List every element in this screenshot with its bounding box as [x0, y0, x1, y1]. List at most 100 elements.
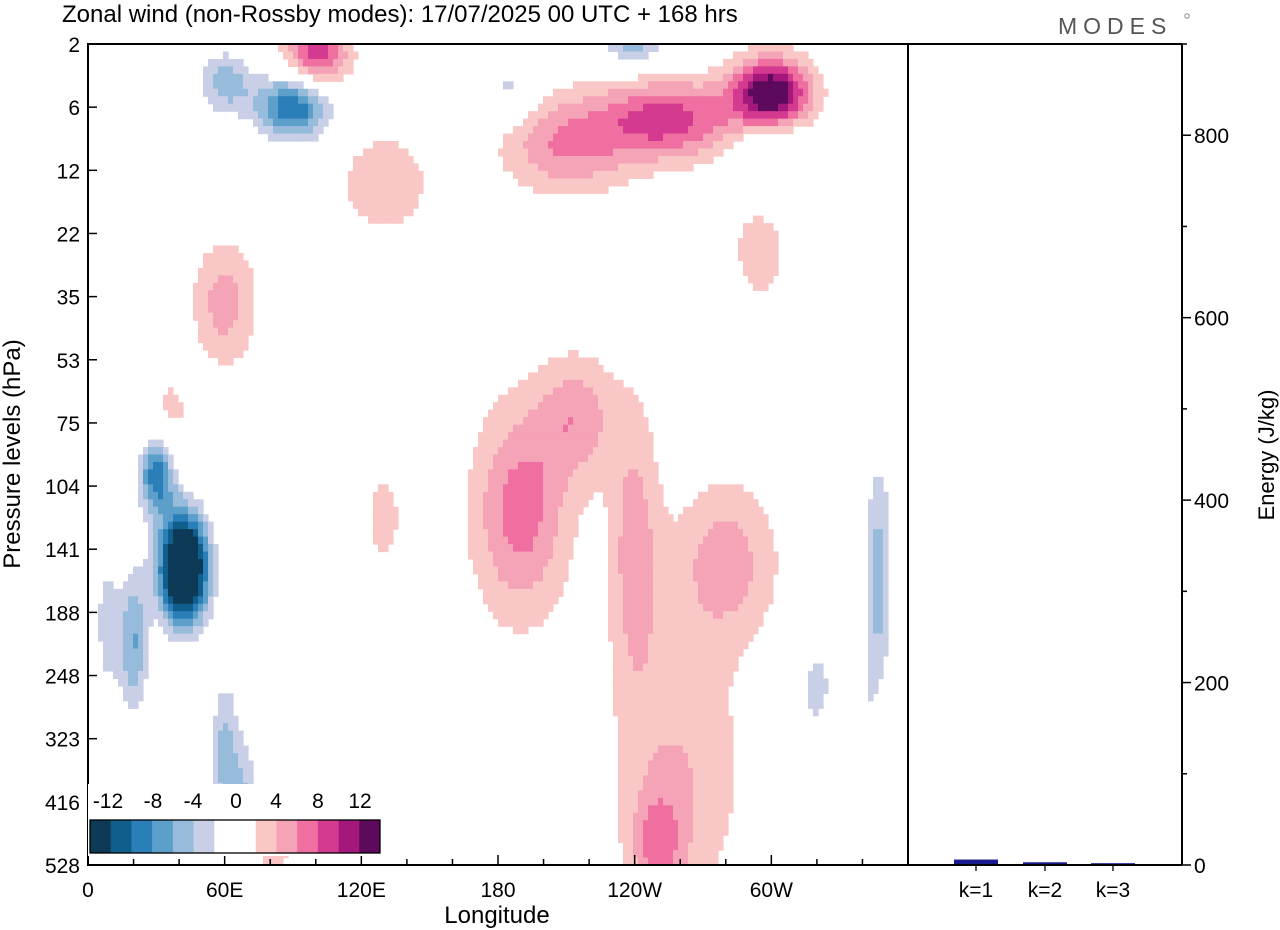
field-cell [633, 51, 639, 60]
field-cell [758, 51, 764, 60]
field-cell [873, 581, 879, 590]
field-cell [758, 611, 764, 620]
field-cell [518, 461, 524, 471]
field-cell [568, 163, 574, 172]
field-cell [778, 118, 784, 127]
field-cell [808, 693, 814, 702]
field-cell [703, 536, 709, 545]
field-cell [193, 521, 199, 530]
field-cell [143, 670, 149, 680]
field-cell [598, 461, 604, 471]
field-cell [693, 141, 699, 150]
field-cell [133, 566, 139, 575]
field-cell [723, 573, 729, 582]
field-cell [373, 521, 379, 530]
field-cell [578, 454, 584, 463]
field-cell [623, 738, 629, 747]
field-cell [518, 566, 524, 575]
field-cell [693, 536, 699, 545]
field-cell [623, 685, 629, 694]
field-cell [538, 544, 544, 553]
field-cell [623, 409, 629, 418]
field-cell [708, 573, 714, 582]
field-cell [643, 126, 649, 135]
field-cell [748, 230, 754, 239]
field-cell [683, 155, 689, 165]
field-cell [873, 573, 879, 582]
field-cell [728, 529, 734, 538]
field-cell [628, 842, 634, 851]
field-cell [303, 126, 309, 135]
field-cell [218, 738, 224, 747]
field-cell [683, 641, 689, 650]
field-cell [793, 81, 799, 90]
field-cell [608, 394, 614, 403]
field-cell [648, 805, 654, 814]
field-cell [683, 573, 689, 582]
field-cell [588, 461, 594, 471]
field-cell [748, 626, 754, 635]
field-cell [678, 670, 684, 680]
field-cell [668, 514, 674, 523]
field-cell [688, 648, 694, 657]
field-cell [233, 327, 239, 336]
field-cell [683, 126, 689, 135]
field-cell [543, 476, 549, 485]
field-cell [273, 81, 279, 90]
field-cell [718, 103, 724, 112]
field-cell [198, 529, 204, 538]
field-cell [718, 760, 724, 769]
field-cell [648, 484, 654, 493]
field-cell [148, 536, 154, 545]
field-cell [553, 521, 559, 530]
field-cell [603, 461, 609, 471]
field-cell [213, 73, 219, 82]
field-cell [648, 842, 654, 851]
field-cell [193, 282, 199, 291]
field-cell [768, 566, 774, 575]
field-cell [673, 558, 679, 568]
field-cell [148, 544, 154, 553]
field-cell [203, 260, 209, 269]
field-cell [518, 394, 524, 403]
field-cell [128, 633, 134, 642]
field-cell [768, 58, 774, 67]
field-cell [223, 245, 229, 254]
field-cell [713, 715, 719, 724]
field-cell [538, 402, 544, 411]
field-cell [243, 745, 249, 754]
field-cell [693, 633, 699, 642]
field-cell [213, 767, 219, 777]
field-cell [528, 544, 534, 553]
field-cell [548, 155, 554, 165]
field-cell [308, 103, 314, 112]
field-cell [803, 81, 809, 90]
field-cell [628, 484, 634, 493]
field-cell [598, 469, 604, 478]
field-cell [728, 797, 734, 806]
field-cell [503, 454, 509, 463]
field-cell [763, 551, 769, 560]
field-cell [668, 81, 674, 90]
field-cell [243, 327, 249, 336]
field-cell [378, 536, 384, 545]
field-cell [663, 141, 669, 150]
field-cell [128, 603, 134, 612]
field-cell [593, 357, 599, 366]
field-cell [713, 529, 719, 538]
field-cell [663, 551, 669, 560]
field-cell [643, 447, 649, 456]
field-cell [638, 81, 644, 90]
field-cell [573, 357, 579, 366]
field-cell [288, 118, 294, 127]
field-cell [618, 499, 624, 508]
field-cell [563, 133, 569, 142]
field-cell [628, 670, 634, 680]
field-cell [518, 163, 524, 172]
field-cell [593, 133, 599, 142]
field-cell [693, 753, 699, 762]
field-cell [628, 641, 634, 650]
field-cell [293, 51, 299, 60]
field-cell [543, 596, 549, 605]
field-cell [638, 141, 644, 150]
